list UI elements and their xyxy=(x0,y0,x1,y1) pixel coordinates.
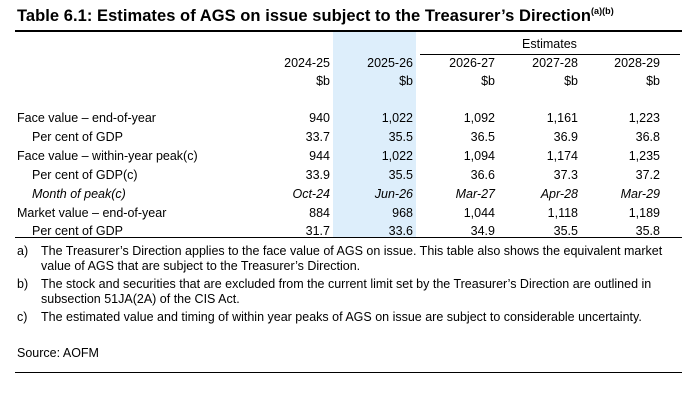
table-title-footnote-refs: (a)(b) xyxy=(590,6,614,16)
table-cell: 1,161 xyxy=(546,111,578,125)
col-header-year-1: 2024-25 xyxy=(284,56,330,70)
col-unit-5: $b xyxy=(646,74,660,88)
table-cell: 36.5 xyxy=(470,130,495,144)
page-bottom-rule xyxy=(15,372,682,373)
footnote-b-text: The stock and securities that are exclud… xyxy=(41,277,652,306)
table-cell: 1,092 xyxy=(463,111,495,125)
row-label-per-cent-gdp-c: Per cent of GDP(c) xyxy=(32,168,138,182)
top-rule xyxy=(15,30,682,32)
table-cell: 944 xyxy=(309,149,330,163)
col-unit-1: $b xyxy=(316,74,330,88)
footnote-a-text: The Treasurer’s Direction applies to the… xyxy=(41,244,663,273)
row-label-per-cent-gdp: Per cent of GDP xyxy=(32,130,124,144)
col-header-year-5: 2028-29 xyxy=(614,56,660,70)
col-unit-2: $b xyxy=(399,74,413,88)
table-cell: Mar-29 xyxy=(620,187,660,201)
current-year-highlight xyxy=(333,31,416,237)
table-cell: 884 xyxy=(309,206,330,220)
table-cell: 31.7 xyxy=(305,224,330,238)
row-label-face-value-end: Face value – end-of-year xyxy=(17,111,156,125)
table-cell: 36.8 xyxy=(635,130,660,144)
footnote-a: a) The Treasurer’s Direction applies to … xyxy=(17,244,682,274)
table-cell: 940 xyxy=(309,111,330,125)
table-cell: Jun-26 xyxy=(374,187,413,201)
table-cell: 1,044 xyxy=(463,206,495,220)
footnote-b: b) The stock and securities that are exc… xyxy=(17,277,682,307)
table-cell: 37.3 xyxy=(553,168,578,182)
table-cell: 1,174 xyxy=(546,149,578,163)
table-cell: 33.6 xyxy=(388,224,413,238)
table-cell: 1,118 xyxy=(547,206,578,220)
footnote-c: c) The estimated value and timing of wit… xyxy=(17,310,682,325)
row-label-market-per-cent-gdp: Per cent of GDP xyxy=(32,224,124,238)
row-label-month-of-peak: Month of peak(c) xyxy=(32,187,126,201)
table-cell: 35.5 xyxy=(388,130,413,144)
footnote-a-key: a) xyxy=(17,244,29,258)
table-cell: 33.7 xyxy=(305,130,330,144)
col-unit-3: $b xyxy=(481,74,495,88)
col-header-year-4: 2027-28 xyxy=(532,56,578,70)
table-cell: 1,022 xyxy=(381,149,413,163)
footnote-c-key: c) xyxy=(17,310,28,324)
table-cell: Oct-24 xyxy=(292,187,330,201)
table-title-text: Table 6.1: Estimates of AGS on issue sub… xyxy=(17,7,591,25)
table-cell: 36.6 xyxy=(470,168,495,182)
table-bottom-rule xyxy=(15,237,682,238)
table-cell: 34.9 xyxy=(470,224,495,238)
table-cell: 1,235 xyxy=(628,149,660,163)
estimates-underline xyxy=(420,54,680,55)
footnote-c-text: The estimated value and timing of within… xyxy=(41,310,642,324)
table-cell: 1,022 xyxy=(381,111,413,125)
col-unit-4: $b xyxy=(564,74,578,88)
row-label-market-value-end: Market value – end-of-year xyxy=(17,206,167,220)
table-cell: Mar-27 xyxy=(455,187,495,201)
col-header-year-3: 2026-27 xyxy=(449,56,495,70)
table-cell: 37.2 xyxy=(635,168,660,182)
table-title: Table 6.1: Estimates of AGS on issue sub… xyxy=(17,6,614,26)
table-cell: 33.9 xyxy=(305,168,330,182)
table-cell: 1,189 xyxy=(628,206,660,220)
row-label-face-value-peak: Face value – within-year peak(c) xyxy=(17,149,198,163)
estimates-header: Estimates xyxy=(522,37,577,51)
table-cell: 1,094 xyxy=(463,149,495,163)
table-cell: 36.9 xyxy=(553,130,578,144)
footnote-b-key: b) xyxy=(17,277,29,291)
table-cell: Apr-28 xyxy=(540,187,578,201)
table-cell: 35.8 xyxy=(635,224,660,238)
col-header-year-2: 2025-26 xyxy=(367,56,413,70)
table-cell: 35.5 xyxy=(388,168,413,182)
source-note: Source: AOFM xyxy=(17,346,99,360)
table-cell: 968 xyxy=(392,206,413,220)
table-cell: 1,223 xyxy=(628,111,660,125)
table-cell: 35.5 xyxy=(553,224,578,238)
